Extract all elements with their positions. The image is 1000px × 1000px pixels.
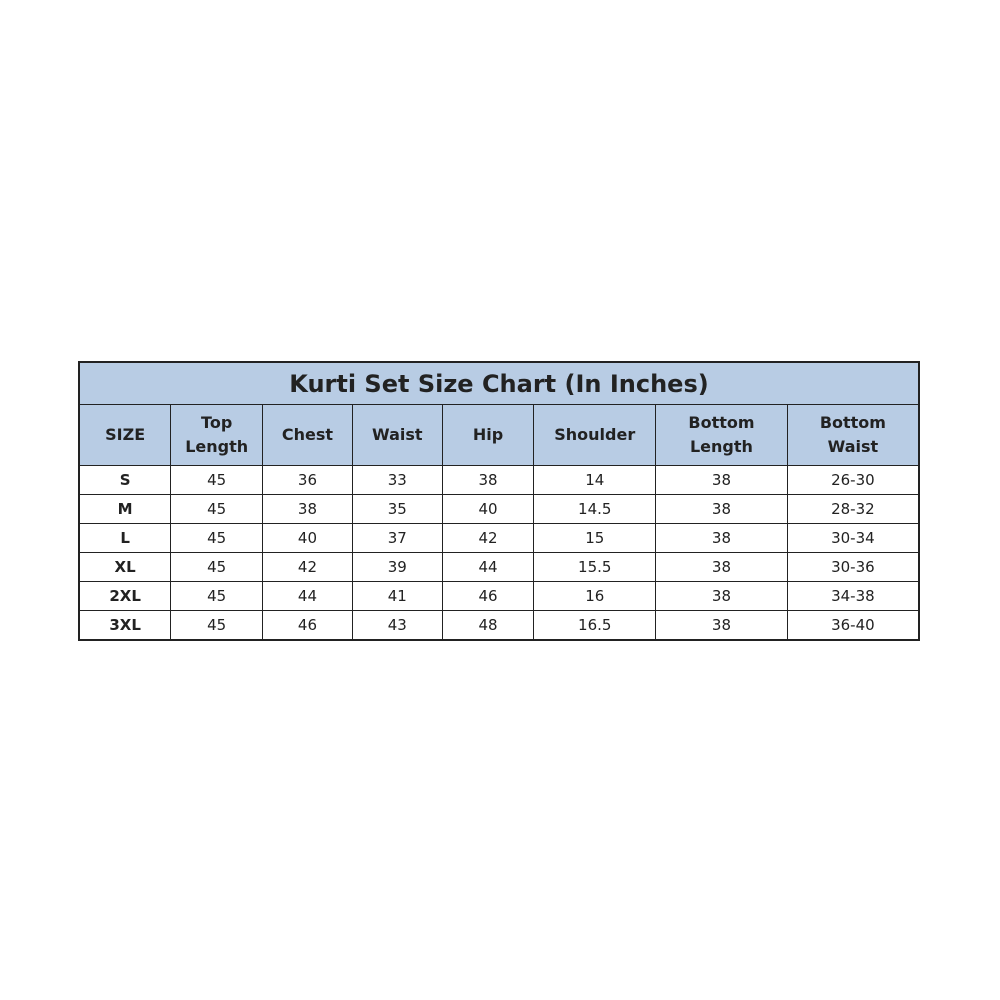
value-cell: 45 (170, 465, 264, 495)
value-cell: 38 (655, 581, 788, 611)
value-cell: 38 (655, 552, 788, 582)
value-cell: 15.5 (533, 552, 657, 582)
column-header: Bottom Waist (786, 404, 920, 466)
value-cell: 39 (351, 552, 443, 582)
column-header: Waist (351, 404, 443, 466)
column-header: Bottom Length (655, 404, 788, 466)
value-cell: 40 (441, 494, 535, 524)
column-header: Chest (262, 404, 353, 466)
value-cell: 37 (351, 523, 443, 553)
value-cell: 16.5 (533, 610, 657, 641)
value-cell: 34-38 (786, 581, 920, 611)
value-cell: 45 (170, 523, 264, 553)
value-cell: 44 (441, 552, 535, 582)
column-header: Top Length (170, 404, 264, 466)
size-cell: XL (78, 552, 172, 582)
value-cell: 38 (655, 494, 788, 524)
value-cell: 36-40 (786, 610, 920, 641)
value-cell: 45 (170, 581, 264, 611)
value-cell: 30-34 (786, 523, 920, 553)
value-cell: 45 (170, 494, 264, 524)
column-header: Hip (441, 404, 535, 466)
value-cell: 38 (655, 465, 788, 495)
column-header: SIZE (78, 404, 172, 466)
value-cell: 38 (441, 465, 535, 495)
table-row: 3XL 45 46 43 48 16.5 38 36-40 (78, 610, 920, 641)
size-cell: 2XL (78, 581, 172, 611)
value-cell: 38 (262, 494, 353, 524)
size-cell: 3XL (78, 610, 172, 641)
table-row: XL 45 42 39 44 15.5 38 30-36 (78, 552, 920, 582)
value-cell: 38 (655, 610, 788, 641)
value-cell: 40 (262, 523, 353, 553)
size-cell: M (78, 494, 172, 524)
table-row: L 45 40 37 42 15 38 30-34 (78, 523, 920, 553)
value-cell: 14.5 (533, 494, 657, 524)
size-chart-table: Kurti Set Size Chart (In Inches) SIZE Top… (78, 361, 920, 641)
table-row: 2XL 45 44 41 46 16 38 34-38 (78, 581, 920, 611)
size-cell: S (78, 465, 172, 495)
value-cell: 46 (441, 581, 535, 611)
value-cell: 42 (262, 552, 353, 582)
table-row: M 45 38 35 40 14.5 38 28-32 (78, 494, 920, 524)
value-cell: 41 (351, 581, 443, 611)
column-header: Shoulder (533, 404, 657, 466)
value-cell: 28-32 (786, 494, 920, 524)
value-cell: 46 (262, 610, 353, 641)
value-cell: 48 (441, 610, 535, 641)
value-cell: 45 (170, 610, 264, 641)
value-cell: 16 (533, 581, 657, 611)
value-cell: 43 (351, 610, 443, 641)
value-cell: 30-36 (786, 552, 920, 582)
value-cell: 42 (441, 523, 535, 553)
value-cell: 33 (351, 465, 443, 495)
value-cell: 26-30 (786, 465, 920, 495)
size-cell: L (78, 523, 172, 553)
value-cell: 35 (351, 494, 443, 524)
value-cell: 44 (262, 581, 353, 611)
value-cell: 38 (655, 523, 788, 553)
header-row: SIZE Top Length Chest Waist Hip Shoulder Botto… (78, 404, 920, 466)
table-row: S 45 36 33 38 14 38 26-30 (78, 465, 920, 495)
value-cell: 36 (262, 465, 353, 495)
value-cell: 14 (533, 465, 657, 495)
value-cell: 15 (533, 523, 657, 553)
value-cell: 45 (170, 552, 264, 582)
table-title: Kurti Set Size Chart (In Inches) (78, 361, 920, 405)
